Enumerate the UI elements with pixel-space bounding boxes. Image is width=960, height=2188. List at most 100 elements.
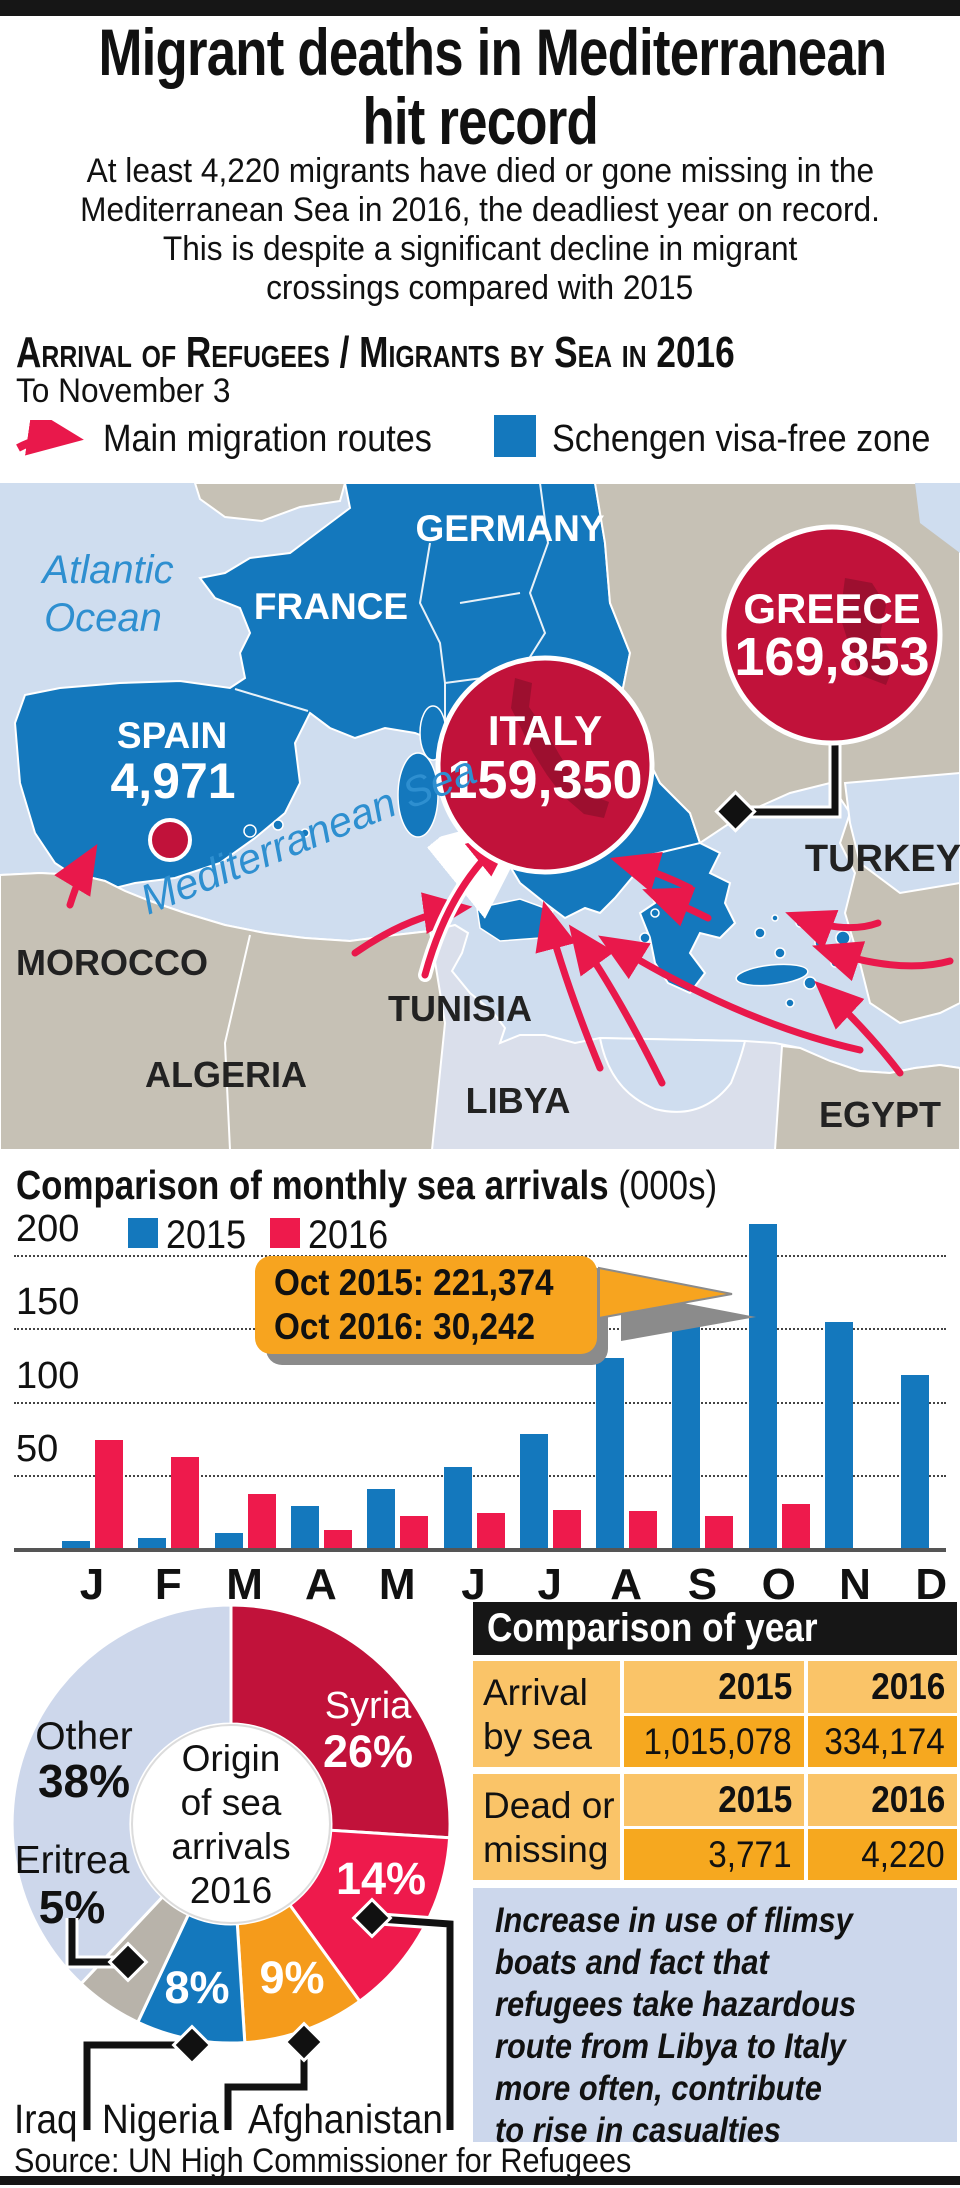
bar-2016-J0 [95,1439,123,1548]
egypt-label: EGYPT [819,1094,941,1135]
year-table-header: Comparison of year [473,1602,957,1655]
section-date-note: To November 3 [16,372,231,410]
bar-2015-F1 [138,1537,167,1548]
x-axis-line [14,1548,946,1552]
gridline-50 [14,1474,946,1477]
morocco-label: MOROCCO [16,942,208,983]
map-black-sea [915,483,960,553]
month-label-4: M [378,1560,416,1609]
label-afghanistan: Afghanistan [248,2096,443,2142]
slice-label-eritrea: Eritrea 5% [14,1839,130,1933]
table-col-2016-r2: 2016 [808,1774,957,1826]
greece-silhouette [840,578,896,685]
bar-chart-title: Comparison of monthly sea arrivals (000s… [16,1162,718,1208]
legend-2015-label: 2015 [166,1213,247,1257]
migration-route-arrows [54,843,954,1087]
table-val-arrival-2015: 1,015,078 [624,1716,804,1767]
france-label: FRANCE [254,586,408,627]
page-title-line1: Migrant deaths in Mediterranean [98,15,887,89]
bar-2015-O9 [748,1223,777,1548]
page-subtitle: At least 4,220 migrants have died or gon… [80,152,880,307]
bar-2016-O9 [781,1503,810,1548]
label-nigeria: Nigeria [102,2096,219,2142]
donut-hole [131,1724,331,1924]
table-col-2016-r1: 2016 [808,1661,957,1713]
legend-schengen-zone: Schengen visa-free zone [552,418,931,460]
italy-silhouette [511,678,609,818]
slice-pct-iraq: 8% [164,1962,230,2013]
donut-slice-other [10,1603,233,1986]
legend-2015-swatch [128,1218,158,1248]
slice-pct-afghanistan: 14% [335,1853,427,1904]
bar-2015-M2 [214,1533,243,1548]
italy-label: ITALY [488,707,602,754]
y-tick-100: 100 [16,1354,80,1397]
casualties-note: Increase in use of flimsy boats and fact… [473,1888,957,2150]
october-callout: Oct 2015: 221,374 Oct 2016: 30,242 [244,1244,764,1384]
atlantic-label-1: Atlantic [40,548,173,592]
atlantic-label-2: Ocean [44,596,162,640]
source-credit: Source: UN High Commissioner for Refugee… [14,2142,632,2180]
y-tick-50: 50 [16,1427,59,1470]
month-label-11: D [915,1560,948,1609]
schengen-swatch [494,415,536,457]
europe-map: ITALY 159,350 GREECE 169,853 Atlantic Oc… [0,482,960,1151]
legend-2016-label: 2016 [308,1213,389,1257]
top-rule [0,0,960,16]
month-label-0: J [79,1560,105,1609]
turkey-label: TURKEY [805,838,960,880]
bar-2016-A7 [629,1511,658,1548]
bar-2015-J0 [62,1540,90,1548]
spain-marker-dot [148,818,192,862]
donut-center-label: Origin of sea arrivals 2016 [171,1738,291,1911]
tunisia-label: TUNISIA [388,988,532,1029]
bar-2015-A7 [596,1357,625,1548]
bar-2016-S8 [705,1515,734,1548]
month-label-1: F [154,1560,182,1609]
y-tick-150: 150 [16,1281,80,1324]
page-title-line2: hit record [362,84,598,158]
slice-label-other: Other 38% [35,1715,133,1807]
label-iraq: Iraq [14,2096,78,2142]
bar-2015-S8 [672,1309,701,1548]
bar-2016-M2 [247,1493,276,1548]
germany-label: GERMANY [415,508,604,549]
spain-label: SPAIN [117,715,227,756]
month-label-6: J [537,1560,563,1609]
bar-2016-M4 [400,1515,429,1548]
italy-circle: ITALY 159,350 [435,655,655,875]
greece-leader-line [714,745,842,833]
callout-line-2: Oct 2016: 30,242 [274,1306,536,1347]
bar-2016-A3 [323,1530,352,1548]
month-label-10: N [839,1560,871,1609]
table-col-2015-r2: 2015 [624,1774,804,1826]
bar-2015-M4 [367,1489,396,1548]
table-label-dead: Dead or missing [473,1774,620,1880]
bar-2015-N10 [825,1322,853,1548]
page-title: Migrant deaths in Mediterranean hit reco… [0,18,960,156]
bottom-rule [0,2176,960,2185]
bar-2015-A3 [290,1505,319,1548]
section-heading: Arrival of Refugees / Migrants by Sea in… [16,328,735,377]
bar-2015-D11 [901,1375,930,1548]
italy-value: 159,350 [447,750,642,810]
callout-line-1: Oct 2015: 221,374 [274,1262,554,1303]
greece-value: 169,853 [734,627,929,687]
bar-2016-J5 [476,1512,505,1548]
bar-2016-J6 [552,1509,581,1548]
bar-2015-J6 [519,1433,548,1548]
table-val-dead-2015: 3,771 [624,1829,804,1880]
map-gulf-of-sirte [598,1036,747,1113]
month-label-8: S [687,1560,718,1609]
libya-label: LIBYA [466,1080,571,1121]
route-arrow-icon [14,408,94,465]
month-label-7: A [610,1560,642,1609]
slice-label-syria: Syria 26% [322,1685,414,1777]
origin-donut-chart [10,1603,452,2045]
y-tick-200: 200 [16,1208,80,1250]
table-val-dead-2016: 4,220 [808,1829,957,1880]
bar-2016-F1 [171,1457,200,1548]
legend-main-migration-routes: Main migration routes [103,418,432,460]
month-label-5: J [461,1560,486,1609]
slice-pct-nigeria: 9% [259,1952,325,2003]
